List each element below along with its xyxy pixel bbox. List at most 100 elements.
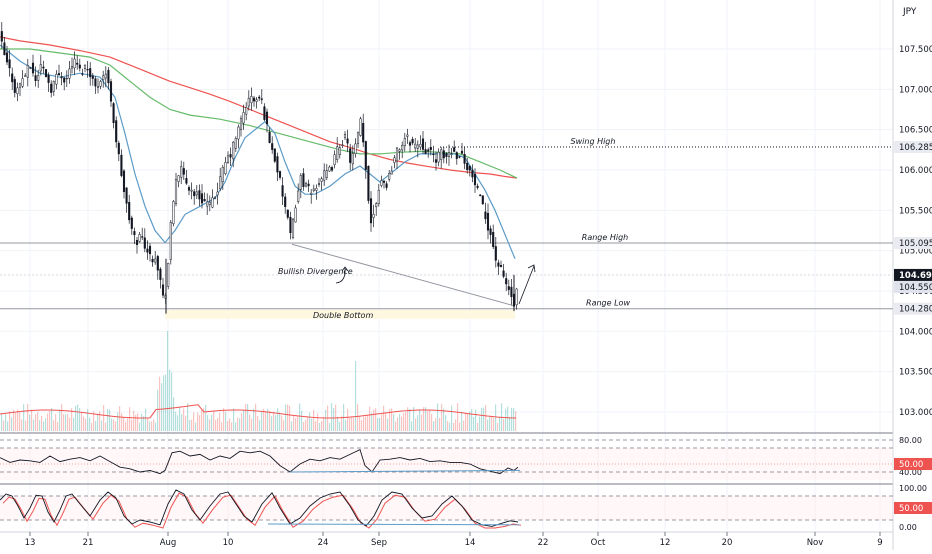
candle [154,250,157,265]
volume-bar [481,407,483,431]
bullish-divergence-label: Bullish Divergence [278,267,353,276]
volume-bar [223,408,225,431]
volume-bar [229,418,231,431]
volume-bar [359,415,361,431]
volume-bar [213,411,215,431]
candle [265,108,269,133]
volume-bar [449,422,451,431]
candle [304,181,308,188]
candle [96,78,100,94]
time-tick-label: 21 [83,538,94,548]
volume-bar [9,411,11,431]
candle [515,287,518,310]
volume-bar [189,419,191,431]
candle [307,179,310,192]
volume-bar [67,413,69,431]
candle [39,54,42,76]
candle [138,232,141,243]
divergence-trendline[interactable] [291,243,514,307]
rsi-divergence-line [289,469,521,473]
volume-bar [437,403,439,431]
candle [297,183,300,204]
volume-bar [15,413,17,431]
candle [198,184,201,207]
volume-bar [467,413,469,431]
volume-bar [411,421,413,431]
volume-bar [461,411,463,431]
volume-bar [459,422,461,431]
volume-bar [307,416,309,431]
candle [203,192,206,202]
volume-bar [183,408,185,431]
volume-bar [323,416,325,431]
volume-bar [311,418,313,431]
volume-bar [399,413,401,431]
candle [237,124,240,149]
candle [302,168,305,191]
volume-bar [7,421,9,431]
candle [167,262,170,290]
projection-arrow[interactable] [518,265,535,305]
candle [356,131,360,149]
candle [310,189,313,204]
volume-bar [499,416,501,431]
volume-bar [143,416,145,431]
volume-bar [489,417,491,431]
candle [289,211,292,240]
volume-bar [133,410,135,431]
volume-bar [375,408,377,431]
volume-bar [505,408,507,431]
candle [211,189,214,209]
candle [37,69,40,88]
volume-bar [283,420,285,431]
volume-bar [247,404,249,431]
volume-bar [253,408,255,431]
volume-bar [289,405,291,431]
volume-bar [291,421,293,431]
rsi-tick-label: 40.00 [899,468,922,477]
candle [325,163,328,181]
volume-bar [201,409,203,431]
volume-bar [441,404,443,431]
candle [122,169,126,199]
volume-bar [321,421,323,431]
volume-bar [421,414,423,431]
volume-bar [77,404,79,431]
time-tick-label: Nov [807,538,824,548]
candle [349,143,352,171]
candle [190,182,193,200]
candle [232,140,235,168]
level-label: Swing High [571,137,616,146]
volume-bar [423,407,425,431]
volume-bar [257,415,259,431]
volume-bar [455,419,457,431]
volume-bar [381,414,383,431]
volume-bar [425,407,427,431]
volume-bar [503,418,505,431]
volume-bar [63,414,65,431]
volume-bar [41,415,43,431]
volume-bar [241,413,243,431]
price-axis[interactable]: 107.500 107.000 106.500 106.000 105.500 105.0… [894,45,932,418]
volume-bar [475,409,477,431]
volume-bar [245,404,247,431]
volume-bar [81,411,83,431]
volume-bar [197,412,199,431]
price-tick-label: 105.500 [899,206,932,216]
time-axis[interactable]: 13 21 Aug 10 24 Sep 14 22 Oct 12 20 Nov 9 [25,532,883,548]
volume-bar [29,414,31,431]
svg-text:104.550: 104.550 [899,283,932,293]
volume-bar [43,421,45,431]
volume-bar [271,416,273,431]
candle [193,188,196,205]
volume-bar [309,412,311,431]
volume-bar [393,413,395,431]
candle [47,72,50,92]
volume-bar [33,419,35,431]
candle [44,69,48,78]
volume-bar [509,417,511,431]
volume-bar [235,422,237,431]
volume-bar [371,412,373,431]
